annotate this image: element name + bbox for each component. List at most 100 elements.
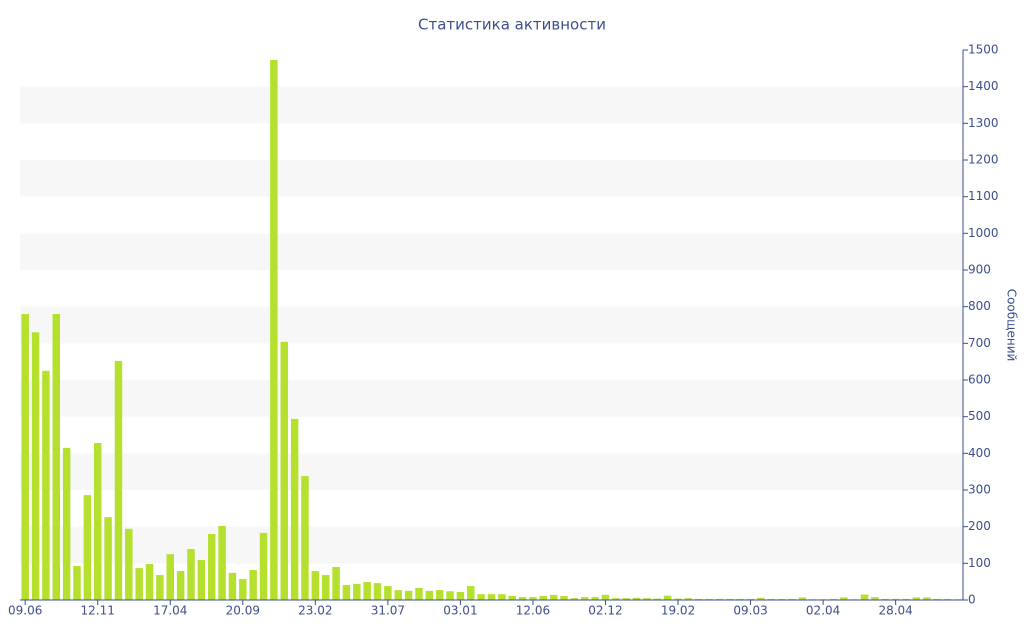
bar — [902, 598, 910, 600]
bar — [508, 595, 516, 600]
y-tick-label: 700 — [968, 336, 991, 350]
bar — [249, 569, 257, 600]
bar — [311, 571, 320, 600]
chart-title: Статистика активности — [418, 16, 606, 34]
bar — [860, 594, 869, 600]
y-tick-label: 1400 — [968, 79, 999, 93]
bar — [663, 595, 672, 600]
bar — [259, 532, 268, 600]
y-tick-label: 100 — [968, 556, 991, 570]
bar — [871, 597, 879, 600]
bar — [93, 443, 102, 600]
bar — [373, 583, 382, 600]
bar — [653, 598, 662, 600]
bar — [601, 594, 610, 600]
bar — [135, 568, 143, 600]
y-tick-label: 400 — [968, 446, 991, 460]
bar — [404, 590, 413, 600]
grid-band — [20, 526, 963, 564]
x-tick-label: 23.02 — [298, 604, 332, 618]
x-tick-label: 12.11 — [81, 604, 115, 618]
x-tick-label: 20.09 — [226, 604, 260, 618]
grid-band — [20, 160, 963, 197]
bar — [840, 597, 848, 600]
bar — [446, 591, 454, 600]
bar — [435, 590, 444, 600]
bar — [943, 598, 952, 600]
bar — [239, 579, 247, 600]
x-tick-label: 02.12 — [588, 604, 622, 618]
y-tick-label: 1100 — [968, 189, 999, 203]
y-tick-label: 600 — [968, 373, 991, 387]
bar — [228, 572, 237, 600]
bar — [353, 583, 361, 600]
bar — [394, 590, 402, 600]
x-tick-label: 19.02 — [661, 604, 695, 618]
bar — [425, 590, 434, 600]
x-tick-label: 03.01 — [443, 604, 477, 618]
y-tick-label: 200 — [968, 519, 991, 533]
bar — [581, 597, 589, 600]
bar — [456, 591, 465, 600]
bar — [746, 598, 755, 600]
bar — [280, 341, 288, 600]
bar — [477, 594, 485, 600]
bar — [415, 587, 423, 600]
bar — [207, 534, 216, 600]
bar — [622, 598, 630, 600]
y-tick-label: 1200 — [968, 153, 999, 167]
bar — [736, 598, 744, 600]
grid-band — [20, 306, 963, 344]
bar — [21, 314, 29, 600]
bar — [125, 528, 133, 600]
bar — [715, 598, 724, 600]
y-tick-label: 1300 — [968, 116, 999, 130]
bar — [166, 554, 174, 600]
bar — [197, 560, 206, 600]
grid-band — [20, 233, 963, 270]
bar — [674, 598, 682, 600]
x-tick-label: 12.06 — [516, 604, 550, 618]
bar — [829, 598, 838, 600]
bar — [145, 564, 154, 600]
bar — [363, 582, 371, 600]
bar — [518, 597, 527, 600]
x-tick-label: 17.04 — [153, 604, 187, 618]
bar — [933, 598, 941, 600]
bar — [570, 598, 579, 600]
y-tick-label: 1500 — [968, 43, 999, 57]
bar — [757, 597, 765, 600]
bar — [881, 598, 890, 600]
bar — [891, 598, 900, 600]
bar — [332, 567, 340, 600]
bar — [912, 597, 921, 600]
bar — [301, 476, 309, 600]
bar — [591, 597, 599, 600]
y-tick-label: 300 — [968, 483, 991, 497]
x-tick-label: 28.04 — [878, 604, 912, 618]
bar — [549, 594, 558, 600]
bar — [487, 594, 496, 600]
y-tick-label: 1000 — [968, 226, 999, 240]
bar — [612, 598, 620, 600]
x-tick-label: 09.03 — [733, 604, 767, 618]
bar — [726, 598, 734, 600]
bar — [114, 360, 123, 600]
bar — [498, 594, 506, 600]
y-axis-label: Сообщений — [1005, 289, 1019, 362]
bar — [767, 598, 776, 600]
bar — [684, 598, 693, 600]
bar — [777, 598, 786, 600]
grid-band — [20, 86, 963, 124]
bar — [42, 370, 50, 600]
bar — [218, 525, 226, 600]
bar — [176, 571, 185, 600]
x-tick-label: 31.07 — [371, 604, 405, 618]
bar — [290, 418, 299, 600]
bar — [270, 59, 278, 600]
bar — [342, 584, 351, 600]
bar — [705, 598, 713, 600]
bar — [83, 495, 92, 600]
x-tick-label: 09.06 — [8, 604, 42, 618]
